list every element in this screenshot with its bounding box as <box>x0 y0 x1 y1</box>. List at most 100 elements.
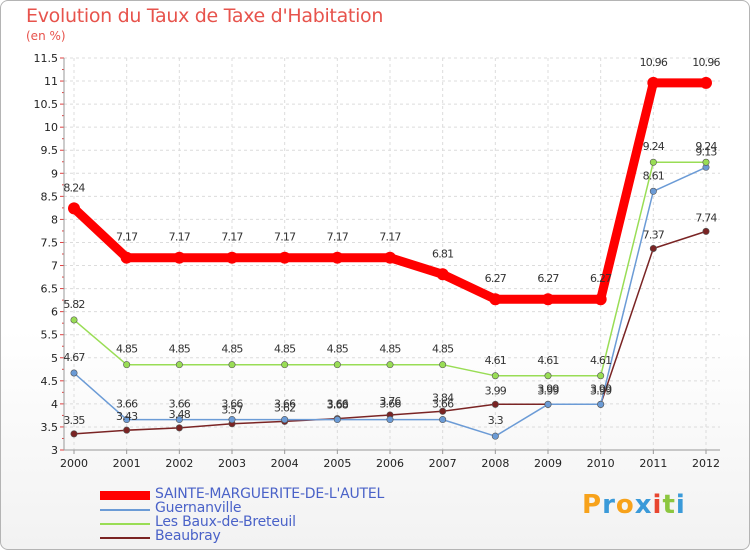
data-label: 9.13 <box>695 145 717 158</box>
data-label: 7.37 <box>643 228 665 241</box>
data-point <box>384 251 396 264</box>
data-point <box>331 251 344 264</box>
data-label: 4.67 <box>63 351 85 364</box>
data-point <box>491 400 499 408</box>
data-label: 7.17 <box>274 231 296 244</box>
data-point <box>542 293 554 306</box>
brand-logo: Proxiti <box>582 490 686 520</box>
brand-letter: r <box>602 490 616 520</box>
data-point <box>175 416 183 424</box>
legend-label-beaubray: Beaubray <box>155 528 221 544</box>
data-label: 10.96 <box>640 56 668 69</box>
y-tick-label: 5 <box>51 352 58 365</box>
brand-letter: o <box>615 490 635 520</box>
data-point <box>597 372 605 380</box>
data-labels: 3.35 3.43 3.48 3.57 3.62 3.68 3.76 3.84 3.99 3.99… <box>63 56 721 427</box>
data-label: 3.76 <box>379 395 401 408</box>
y-tick-label: 9.5 <box>41 144 59 157</box>
y-tick-label: 8.5 <box>41 190 59 203</box>
x-tick-label: 2009 <box>534 457 562 470</box>
x-tick-label: 2003 <box>218 457 246 470</box>
data-point <box>649 187 657 195</box>
data-label: 4.61 <box>590 354 611 367</box>
data-point <box>175 361 183 369</box>
y-tick-label: 10 <box>44 121 58 134</box>
data-label: 6.27 <box>590 272 612 285</box>
x-tick-label: 2012 <box>692 457 720 470</box>
data-point <box>226 251 238 264</box>
legend-label-les-baux-de-breteuil: Les Baux-de-Breteuil <box>155 514 296 530</box>
x-tick-label: 2002 <box>165 457 193 470</box>
y-tick-label: 11.5 <box>34 52 59 65</box>
data-point <box>439 361 447 369</box>
data-label: 7.17 <box>379 231 401 244</box>
data-point <box>123 416 131 424</box>
y-tick-label: 5.5 <box>41 329 59 342</box>
data-point <box>649 158 657 166</box>
data-point <box>544 400 552 408</box>
y-tick-label: 4.5 <box>41 375 59 388</box>
y-tick-label: 9 <box>51 167 58 180</box>
data-label: 3.43 <box>116 410 138 423</box>
data-point <box>281 361 289 369</box>
brand-letter: t <box>662 490 676 520</box>
data-label: 4.85 <box>221 343 243 356</box>
data-label: 4.85 <box>116 343 138 356</box>
data-point <box>70 316 78 324</box>
y-tick-label: 11 <box>44 75 58 88</box>
y-tick-label: 7.5 <box>41 236 59 249</box>
data-point <box>386 361 394 369</box>
data-label: 3.66 <box>379 398 401 411</box>
data-label: 9.24 <box>695 140 717 153</box>
data-label: 7.17 <box>169 231 191 244</box>
data-point <box>333 416 341 424</box>
data-point <box>597 400 605 408</box>
data-point <box>228 416 236 424</box>
chart-unit-label: (en %) <box>26 29 66 43</box>
data-point <box>281 416 289 424</box>
data-point <box>278 251 291 264</box>
data-point <box>491 432 499 440</box>
legend-swatch-beaubray <box>100 537 150 539</box>
legend-label-guernanville: Guernanville <box>155 500 242 516</box>
data-label: 3.66 <box>221 398 243 411</box>
data-point <box>700 76 712 89</box>
data-point <box>702 158 710 166</box>
data-label: 3.66 <box>169 398 191 411</box>
data-point <box>544 372 552 380</box>
x-tick-label: 2010 <box>587 457 615 470</box>
x-tick-label: 2008 <box>481 457 509 470</box>
x-tick-label: 2004 <box>271 457 299 470</box>
data-label: 3.99 <box>590 384 612 397</box>
brand-letter: i <box>675 490 686 520</box>
legend-swatch-guernanville <box>100 509 150 511</box>
data-label: 7.17 <box>327 231 349 244</box>
data-label: 4.85 <box>274 343 296 356</box>
legend-swatch-les-baux-de-breteuil <box>100 523 150 525</box>
data-label: 3.68 <box>327 399 349 412</box>
axes: 3 3.5 4 4.5 5 5.5 6 6.5 7 7.5 8 8.5 9 9.5 10 10.5 11 11.5… <box>34 52 720 470</box>
data-point <box>491 372 499 380</box>
data-label: 7.74 <box>695 211 717 224</box>
data-label: 3.62 <box>274 401 295 414</box>
data-label: 3.3 <box>488 414 504 427</box>
data-label: 3.66 <box>327 398 349 411</box>
data-label: 4.85 <box>169 343 191 356</box>
data-point <box>647 76 660 89</box>
chart-title: Evolution du Taux de Taxe d'Habitation <box>26 5 384 27</box>
data-label: 3.84 <box>432 391 454 404</box>
data-label: 3.66 <box>116 398 138 411</box>
data-point <box>436 268 449 281</box>
data-label: 3.99 <box>537 384 559 397</box>
data-label: 3.66 <box>274 398 296 411</box>
data-label: 3.48 <box>169 408 191 421</box>
data-label: 6.81 <box>432 247 453 260</box>
data-label: 10.96 <box>692 56 720 69</box>
data-label: 4.85 <box>327 343 349 356</box>
data-point <box>333 361 341 369</box>
y-tick-label: 3 <box>51 444 58 457</box>
data-label: 9.24 <box>643 140 665 153</box>
data-label: 4.85 <box>379 343 401 356</box>
data-label: 8.61 <box>643 169 664 182</box>
data-point <box>489 293 502 306</box>
